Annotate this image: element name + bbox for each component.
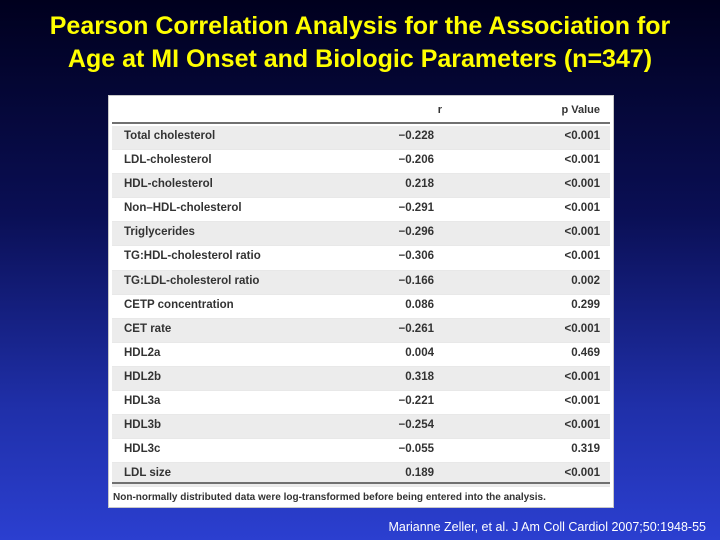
row-r-value: −0.306 — [398, 250, 435, 263]
table-row: Total cholesterol −0.228 <0.001 — [112, 126, 610, 151]
row-r-value: 0.086 — [405, 298, 434, 311]
row-p-value: 0.002 — [571, 274, 600, 287]
row-p-value: 0.299 — [571, 298, 600, 311]
table-row: Non–HDL-cholesterol −0.291 <0.001 — [112, 198, 610, 223]
row-p-value: 0.469 — [571, 346, 600, 359]
row-r-value: 0.318 — [405, 370, 434, 383]
row-r-value: 0.189 — [405, 467, 434, 480]
table-row: HDL2a 0.004 0.469 — [112, 343, 610, 367]
row-r-value: −0.228 — [398, 130, 435, 142]
row-parameter-name: Total cholesterol — [124, 130, 216, 142]
table-footer-rule — [112, 482, 610, 484]
row-p-value: <0.001 — [564, 130, 601, 142]
table-row: TG:LDL-cholesterol ratio −0.166 0.002 — [112, 270, 610, 295]
row-parameter-name: HDL-cholesterol — [124, 178, 213, 191]
row-r-value: 0.004 — [405, 346, 434, 359]
table-row: HDL3a −0.221 <0.001 — [112, 391, 610, 416]
table-row: TG:HDL-cholesterol ratio −0.306 <0.001 — [112, 246, 610, 271]
table-footnote: Non-normally distributed data were log-t… — [113, 492, 546, 503]
row-parameter-name: HDL2a — [124, 346, 161, 359]
table-row: HDL-cholesterol 0.218 <0.001 — [112, 174, 610, 199]
row-r-value: −0.221 — [398, 395, 435, 408]
row-p-value: <0.001 — [564, 154, 601, 167]
row-p-value: 0.319 — [571, 443, 600, 456]
table-row: HDL3c −0.055 0.319 — [112, 439, 610, 464]
row-p-value: <0.001 — [564, 370, 601, 383]
table-body: Total cholesterol −0.228 <0.001 LDL-cholest… — [112, 126, 610, 488]
row-r-value: −0.296 — [398, 226, 435, 239]
row-r-value: −0.254 — [398, 419, 435, 432]
row-r-value: −0.206 — [398, 154, 435, 167]
table-row: CET rate −0.261 <0.001 — [112, 318, 610, 343]
row-r-value: 0.218 — [405, 178, 434, 191]
row-parameter-name: HDL3b — [124, 419, 162, 432]
header-r: r — [437, 104, 442, 116]
row-r-value: −0.261 — [398, 322, 435, 335]
row-parameter-name: HDL2b — [124, 370, 162, 383]
row-p-value: <0.001 — [564, 178, 601, 191]
row-p-value: <0.001 — [564, 226, 601, 239]
row-parameter-name: Triglycerides — [124, 226, 195, 239]
row-p-value: <0.001 — [564, 322, 601, 335]
row-parameter-name: Non–HDL-cholesterol — [124, 202, 242, 215]
table-row: Triglycerides −0.296 <0.001 — [112, 222, 610, 247]
table-row: CETP concentration 0.086 0.299 — [112, 295, 610, 319]
row-p-value: <0.001 — [564, 419, 601, 432]
table-row: HDL3b −0.254 <0.001 — [112, 415, 610, 440]
row-parameter-name: TG:HDL-cholesterol ratio — [124, 250, 261, 263]
slide-title: Pearson Correlation Analysis for the Ass… — [0, 10, 720, 76]
row-p-value: <0.001 — [564, 202, 601, 215]
row-p-value: <0.001 — [564, 467, 601, 480]
row-p-value: <0.001 — [564, 395, 601, 408]
row-parameter-name: HDL3a — [124, 395, 161, 408]
header-p-value: p Value — [561, 104, 600, 116]
slide-title-line-1: Pearson Correlation Analysis for the Ass… — [49, 12, 671, 40]
row-parameter-name: HDL3c — [124, 443, 161, 456]
table-row: HDL2b 0.318 <0.001 — [112, 366, 610, 392]
citation: Marianne Zeller, et al. J Am Coll Cardio… — [388, 520, 706, 534]
row-parameter-name: LDL-cholesterol — [124, 154, 212, 167]
row-parameter-name: TG:LDL-cholesterol ratio — [124, 274, 260, 287]
row-parameter-name: LDL size — [124, 467, 172, 480]
correlation-table: r p Value Total cholesterol −0.228 <0.001 L… — [108, 95, 614, 508]
row-r-value: −0.055 — [398, 443, 435, 456]
slide-title-line-2: Age at MI Onset and Biologic Parameters … — [67, 45, 653, 73]
table-row: LDL-cholesterol −0.206 <0.001 — [112, 150, 610, 175]
row-r-value: −0.291 — [398, 202, 435, 215]
row-p-value: <0.001 — [564, 250, 601, 263]
table-header: r p Value — [112, 98, 610, 124]
row-r-value: −0.166 — [398, 274, 435, 287]
row-parameter-name: CETP concentration — [124, 298, 234, 311]
row-parameter-name: CET rate — [124, 322, 172, 335]
